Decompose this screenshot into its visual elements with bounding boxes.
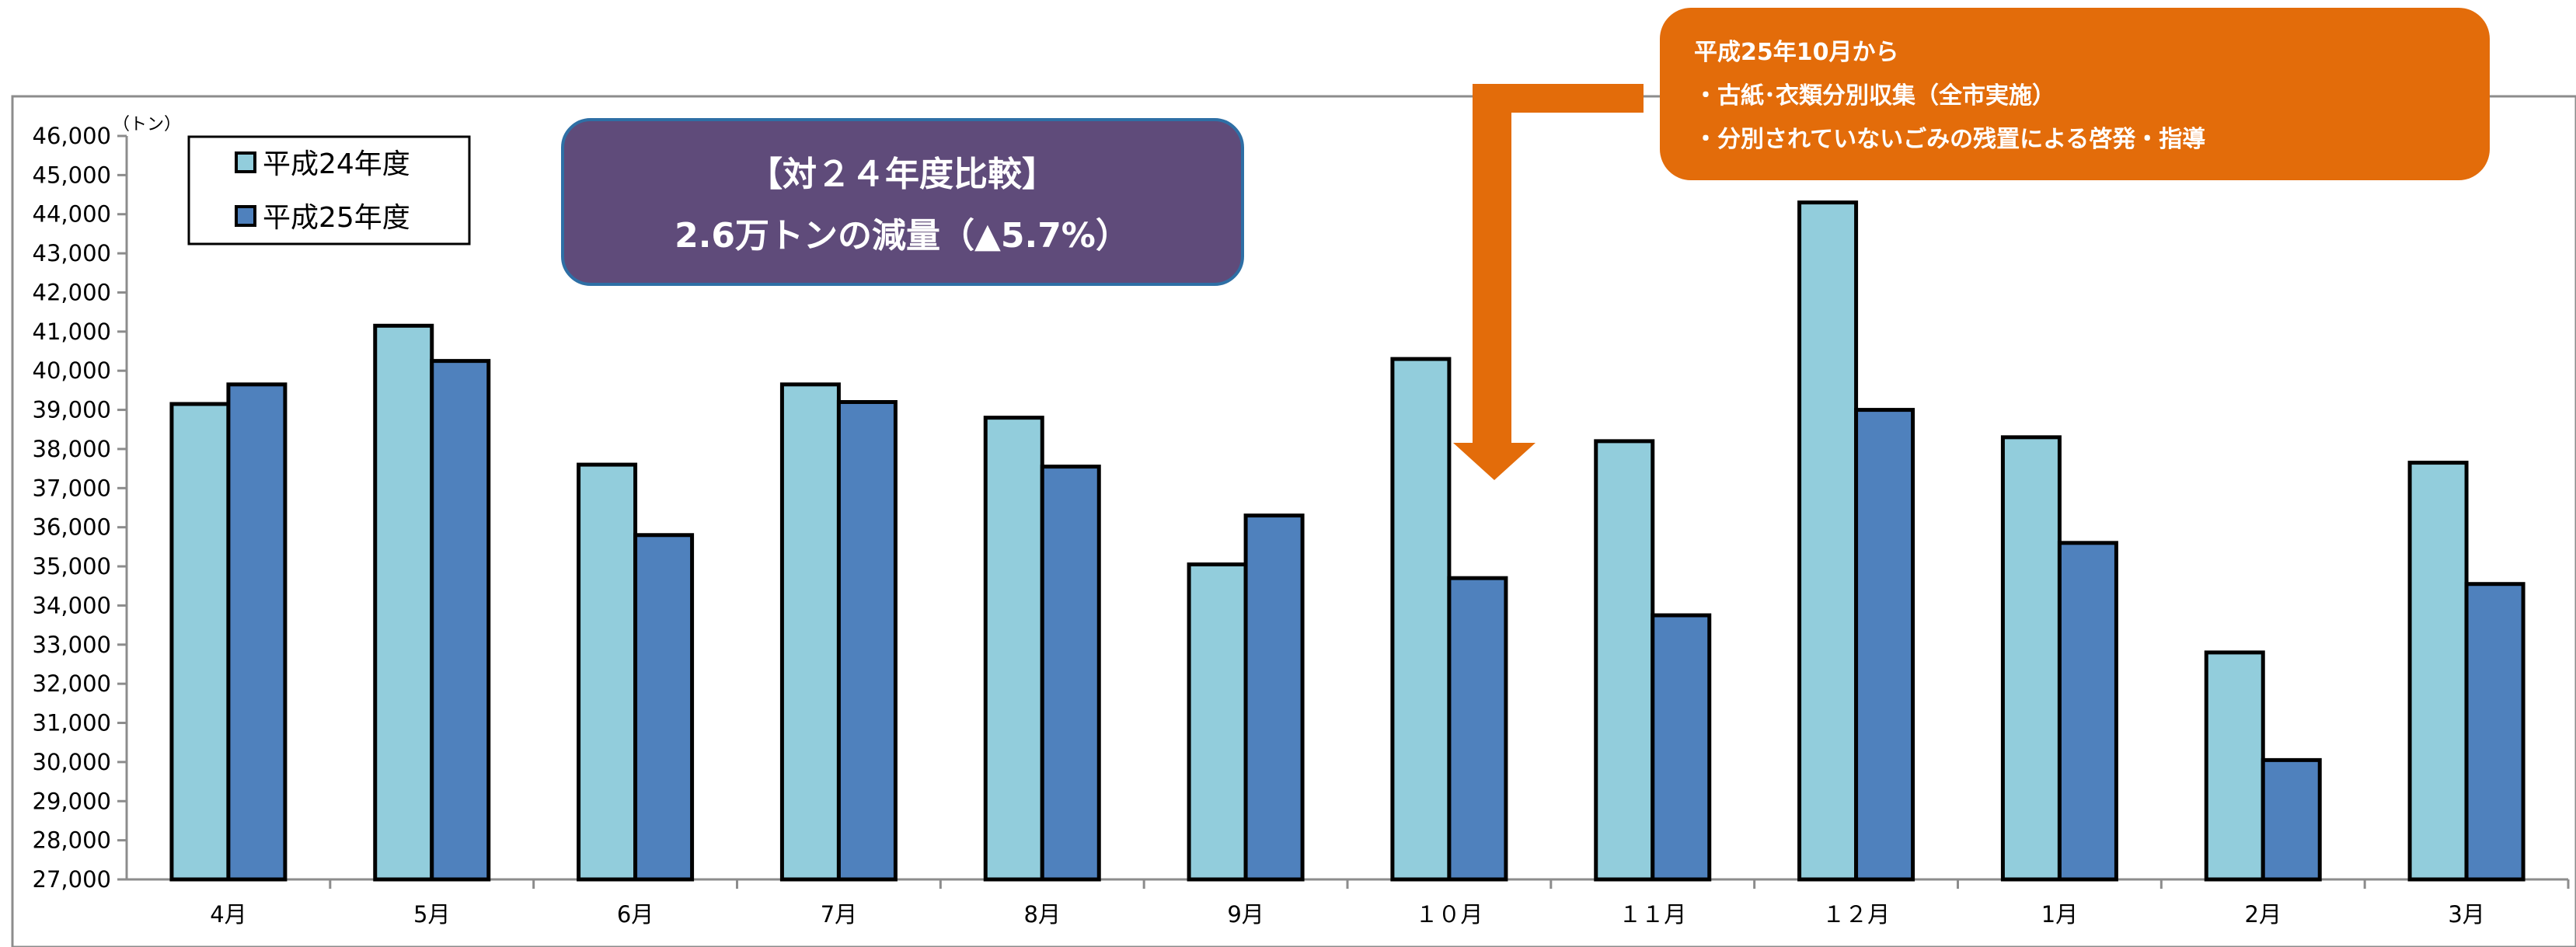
y-tick-label: 46,000 (33, 123, 111, 149)
bar-series-2 (1447, 576, 1508, 882)
x-tick-label: 6月 (617, 901, 654, 928)
bar-series-1 (373, 323, 434, 882)
bar-series-2 (1651, 613, 1712, 882)
bar-series-2 (2261, 757, 2322, 882)
comparison-line-1: 【対２４年度比較】 (748, 155, 1056, 194)
x-tick-label: 5月 (413, 901, 450, 928)
bar-series-1 (1390, 357, 1452, 882)
x-tick-group: 4月 5月 6月 7月 8月 9月 １０月 １１月 １２月 1月 2月 3月 (210, 879, 2570, 928)
bar-series-1 (169, 402, 231, 882)
bar-series-2 (2464, 582, 2525, 882)
y-tick-label: 45,000 (33, 162, 111, 188)
y-tick-label: 33,000 (33, 632, 111, 658)
chart-frame (11, 95, 2576, 947)
x-tick-label: 1月 (2041, 901, 2078, 928)
bar-series-2 (1040, 465, 1101, 882)
y-tick-label: 29,000 (33, 788, 111, 814)
measures-line-2: ・古紙･衣類分別収集（全市実施） (1694, 82, 2055, 110)
bar-series-2 (226, 382, 288, 882)
comparison-line-2: 2.6万トンの減量（▲5.7%） (675, 216, 1130, 256)
y-tick-label: 30,000 (33, 749, 111, 775)
y-tick-label: 39,000 (33, 397, 111, 423)
measures-line-1: 平成25年10月から (1694, 39, 1899, 66)
legend-label-series-2: 平成25年度 (263, 202, 410, 234)
legend-swatch-series-2 (235, 205, 256, 227)
bar-series-1 (577, 462, 638, 882)
y-tick-group: 27,000 28,000 29,000 30,000 31,000 32,000 33,0… (33, 123, 127, 893)
bar-series-2 (430, 359, 491, 882)
y-tick-label: 34,000 (33, 592, 111, 618)
measures-box (1660, 8, 2490, 180)
x-tick-label: 3月 (2448, 901, 2484, 928)
x-tick-label: 8月 (1024, 901, 1061, 928)
bar-series-1 (1797, 200, 1859, 882)
bar-series-1 (1594, 439, 1655, 882)
bar-series-2 (633, 533, 695, 882)
y-tick-label: 36,000 (33, 514, 111, 541)
x-tick-label: １０月 (1415, 901, 1483, 928)
bar-series-2 (2057, 541, 2118, 882)
y-tick-label: 32,000 (33, 670, 111, 697)
measures-callout: 平成25年10月から ・古紙･衣類分別収集（全市実施） ・分別されていないごみの… (1660, 8, 2490, 180)
bar-series-1 (779, 382, 841, 882)
y-tick-label: 28,000 (33, 827, 111, 854)
bar-group (169, 200, 2525, 882)
bar-series-2 (1854, 408, 1915, 882)
x-tick-label: 2月 (2245, 901, 2281, 928)
x-tick-label: １１月 (1619, 901, 1686, 928)
legend-swatch-series-1 (235, 151, 256, 173)
bar-series-1 (2000, 435, 2062, 882)
y-tick-label: 42,000 (33, 279, 111, 305)
y-tick-label: 27,000 (33, 866, 111, 893)
comparison-callout: 【対２４年度比較】 2.6万トンの減量（▲5.7%） (561, 118, 1244, 286)
y-tick-label: 38,000 (33, 436, 111, 462)
bar-series-2 (836, 400, 898, 882)
y-tick-label: 40,000 (33, 357, 111, 384)
x-tick-label: 9月 (1227, 901, 1264, 928)
arrow-icon (1453, 84, 1644, 480)
y-tick-label: 41,000 (33, 319, 111, 345)
y-tick-label: 31,000 (33, 710, 111, 736)
legend: 平成24年度 平成25年度 (187, 135, 471, 245)
measures-line-3: ・分別されていないごみの残置による啓発・指導 (1694, 126, 2205, 153)
bar-series-2 (1243, 514, 1305, 882)
y-tick-label: 44,000 (33, 201, 111, 228)
y-tick-label: 35,000 (33, 553, 111, 580)
y-tick-label: 37,000 (33, 475, 111, 501)
bar-series-1 (2204, 650, 2265, 882)
y-tick-label: 43,000 (33, 240, 111, 266)
comparison-box (561, 118, 1244, 286)
x-tick-label: 7月 (821, 901, 857, 928)
bar-series-1 (1187, 562, 1248, 882)
y-unit-label: （トン） (113, 115, 181, 134)
legend-label-series-1: 平成24年度 (263, 148, 410, 180)
x-tick-label: １２月 (1822, 901, 1890, 928)
x-tick-label: 4月 (210, 901, 246, 928)
bar-series-1 (2407, 461, 2469, 882)
bar-series-1 (983, 416, 1044, 882)
